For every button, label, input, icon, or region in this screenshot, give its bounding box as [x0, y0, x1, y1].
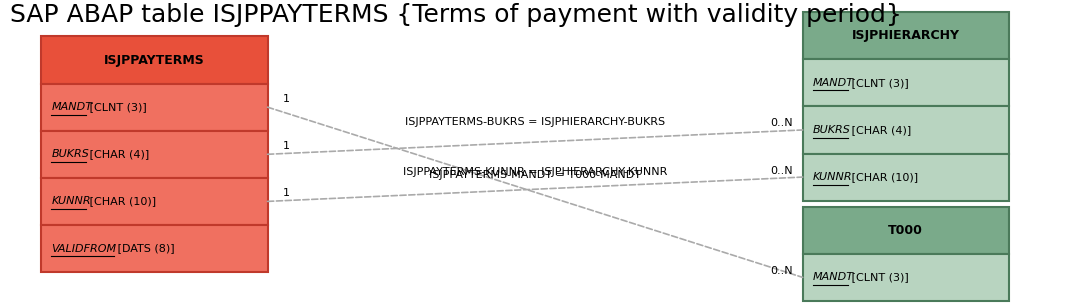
FancyBboxPatch shape [41, 84, 267, 131]
Text: [CHAR (10)]: [CHAR (10)] [87, 196, 157, 206]
FancyBboxPatch shape [802, 207, 1009, 254]
Text: SAP ABAP table ISJPPAYTERMS {Terms of payment with validity period}: SAP ABAP table ISJPPAYTERMS {Terms of pa… [10, 3, 902, 27]
Text: MANDT: MANDT [51, 102, 92, 112]
Text: ISJPPAYTERMS-KUNNR = ISJPHIERARCHY-KUNNR: ISJPPAYTERMS-KUNNR = ISJPHIERARCHY-KUNNR [403, 167, 667, 177]
Text: [CLNT (3)]: [CLNT (3)] [87, 102, 147, 112]
FancyBboxPatch shape [802, 59, 1009, 106]
Text: 1: 1 [283, 94, 290, 104]
Text: [CHAR (10)]: [CHAR (10)] [848, 172, 919, 182]
Text: [DATS (8)]: [DATS (8)] [114, 244, 175, 254]
FancyBboxPatch shape [802, 254, 1009, 301]
Text: ISJPPAYTERMS-BUKRS = ISJPHIERARCHY-BUKRS: ISJPPAYTERMS-BUKRS = ISJPHIERARCHY-BUKRS [405, 117, 665, 127]
Text: BUKRS: BUKRS [813, 125, 851, 135]
FancyBboxPatch shape [802, 154, 1009, 201]
FancyBboxPatch shape [802, 12, 1009, 59]
Text: BUKRS: BUKRS [51, 149, 89, 159]
Text: 0..N: 0..N [770, 119, 792, 128]
Text: ISJPPAYTERMS-MANDT = T000-MANDT: ISJPPAYTERMS-MANDT = T000-MANDT [429, 170, 641, 180]
Text: 0..N: 0..N [770, 166, 792, 176]
FancyBboxPatch shape [41, 36, 267, 84]
Text: [CLNT (3)]: [CLNT (3)] [848, 78, 909, 88]
FancyBboxPatch shape [41, 225, 267, 272]
Text: ISJPHIERARCHY: ISJPHIERARCHY [851, 29, 960, 42]
Text: 1: 1 [283, 141, 290, 151]
FancyBboxPatch shape [41, 131, 267, 178]
Text: MANDT: MANDT [813, 272, 854, 282]
Text: [CHAR (4)]: [CHAR (4)] [87, 149, 150, 159]
Text: VALIDFROM: VALIDFROM [51, 244, 116, 254]
Text: ISJPPAYTERMS: ISJPPAYTERMS [104, 54, 204, 67]
FancyBboxPatch shape [802, 106, 1009, 154]
FancyBboxPatch shape [41, 178, 267, 225]
Text: 1: 1 [283, 188, 290, 199]
Text: 0..N: 0..N [770, 266, 792, 276]
Text: T000: T000 [888, 224, 923, 237]
Text: KUNNR: KUNNR [813, 172, 852, 182]
Text: MANDT: MANDT [813, 78, 854, 88]
Text: [CLNT (3)]: [CLNT (3)] [848, 272, 909, 282]
Text: [CHAR (4)]: [CHAR (4)] [848, 125, 911, 135]
Text: KUNNR: KUNNR [51, 196, 91, 206]
